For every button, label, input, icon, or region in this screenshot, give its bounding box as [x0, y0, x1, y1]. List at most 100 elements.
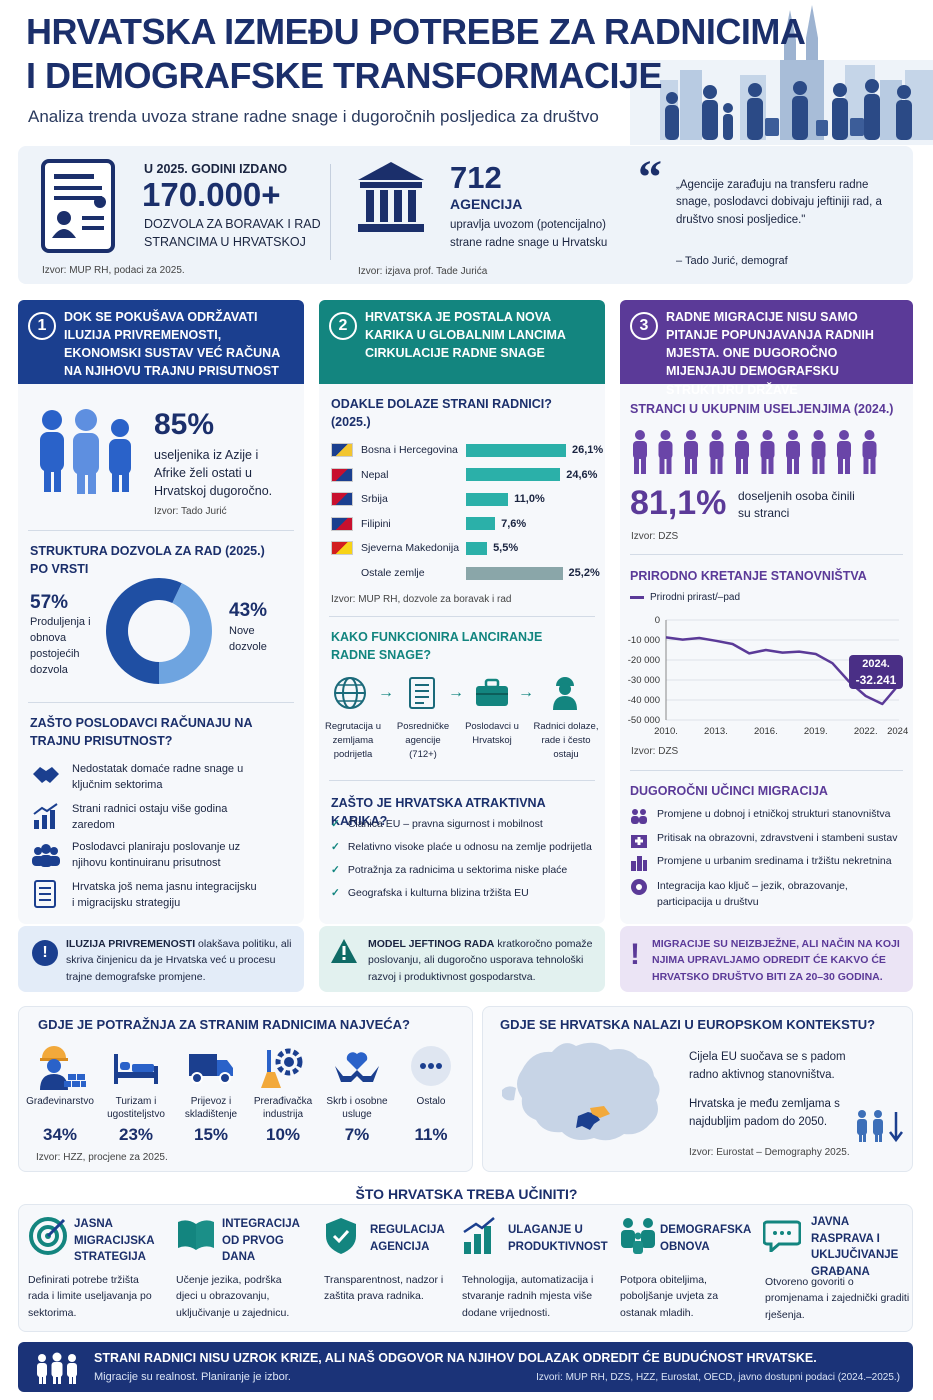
why-item-1: Nedostatak domaće radne snage u ključnim… — [72, 763, 244, 791]
building-icon — [356, 160, 426, 239]
effects-item-2: Pritisak na obrazovni, zdravstveni i sta… — [657, 832, 898, 844]
col1-note-text: ILUZIJA PRIVREMENOSTI olakšava politiku,… — [66, 936, 294, 985]
col1-divider-1 — [28, 530, 294, 531]
stats-bar — [18, 146, 913, 284]
col1-note-bold: ILUZIJA PRIVREMENOSTI — [66, 938, 196, 950]
person-leg — [819, 457, 825, 474]
group-icon — [30, 844, 62, 873]
origin-source: Izvor: MUP RH, dozvole za boravak i rad — [331, 594, 512, 605]
quote-author: – Tado Jurić, demograf — [676, 255, 788, 267]
flag-icon — [331, 566, 353, 580]
action-name: INTEGRACIJA OD PRVOG DANA — [222, 1218, 300, 1264]
demand-label: Ostalo — [416, 1096, 446, 1107]
gear-icon — [261, 1048, 303, 1088]
europe-map — [492, 1040, 668, 1171]
flag-icon — [331, 443, 353, 457]
person-head — [660, 430, 671, 440]
nat-line-chart: 0 -10 000 -20 000 -30 000 -40 000 -50 000 2010… — [624, 610, 911, 745]
action-text: Tehnologija, automatizacija i stvaranje … — [462, 1274, 594, 1319]
person-icon — [837, 430, 851, 474]
person-head — [864, 430, 875, 440]
attract-text: Članica EU – pravna sigurnost i mobilnos… — [347, 818, 543, 830]
info-icon: ! — [32, 940, 58, 966]
speech-bubble-icon — [763, 1220, 801, 1252]
col1-stat-source: Izvor: Tado Jurić — [154, 506, 227, 517]
europe-text1: Cijela EU suočava se s padom radno aktiv… — [689, 1051, 846, 1082]
briefcase-icon — [474, 678, 510, 713]
origin-row: Bosna i Hercegovina 26,1% — [331, 443, 603, 457]
handshake-icon — [32, 764, 60, 791]
y-tick-label: -20 000 — [628, 655, 660, 666]
europe-title: GDJE SE HRVATSKA NALAZI U EUROPSKOM KONT… — [500, 1017, 876, 1032]
action-name: DEMOGRAFSKA OBNOVA — [660, 1224, 751, 1253]
person-icon — [786, 430, 800, 474]
col3-header-text: RADNE MIGRACIJE NISU SAMO PITANJE POPUNJ… — [666, 310, 874, 397]
book-icon — [178, 1220, 214, 1250]
person-leg — [812, 457, 818, 474]
person-leg — [659, 457, 665, 474]
flag-icon — [331, 492, 353, 507]
attract-item-1: ✓ Članica EU – pravna sigurnost i mobilno… — [331, 818, 543, 830]
share-source: Izvor: DZS — [631, 531, 679, 542]
agencies-value: 712 — [450, 160, 502, 195]
col1-panel — [18, 300, 304, 924]
col2-header: 2 HRVATSKA JE POSTALA NOVA KARIKA U GLOB… — [319, 300, 605, 384]
action-name: REGULACIJA AGENCIJA — [370, 1224, 445, 1253]
why-item-3: Poslodavci planiraju poslovanje uz njiho… — [72, 841, 241, 869]
col2-divider-1 — [329, 616, 595, 617]
person-icon — [633, 430, 647, 474]
person-leg — [736, 457, 741, 474]
why-title: ZAŠTO POSLODAVCI RAČUNAJU NA TRAJNU PRIS… — [30, 716, 253, 749]
worker-icon — [550, 674, 580, 715]
col2-note-text: MODEL JEFTINOG RADA kratkoročno pomaže p… — [368, 936, 598, 985]
col2-note-rest: kratkoročno pomaže poslovanju, ali dugor… — [368, 938, 593, 983]
share-title: STRANCI U UKUPNIM USELJENJIMA (2024.) — [630, 402, 894, 416]
demand-tourism: Turizam i ugostiteljstvo 23% — [100, 1044, 172, 1145]
x-tick-label: 2010. — [654, 726, 678, 737]
quote-text: „Agencije zarađuju na transferu radne sn… — [676, 179, 882, 226]
x-tick-label: 2013. — [704, 726, 728, 737]
donut-left-label: Produljenja i obnova postojećih dozvola — [30, 616, 91, 676]
action-name: ULAGANJE U PRODUKTIVNOST — [508, 1224, 608, 1253]
origin-label: Nepal — [361, 468, 389, 481]
declining-population-icon — [854, 1108, 904, 1149]
footer-main: STRANI RADNICI NISU UZROK KRIZE, ALI NAŠ… — [94, 1351, 817, 1365]
actions-title: ŠTO HRVATSKA TREBA UČINITI? — [355, 1186, 578, 1202]
nat-title: PRIRODNO KRETANJE STANOVNIŠTVA — [630, 569, 867, 583]
nat-callout-value: -32.241 — [855, 672, 897, 687]
col1-header: 1 DOK SE POKUŠAVA ODRŽAVATI ILUZIJA PRIV… — [18, 300, 304, 384]
person-leg — [717, 457, 723, 474]
action-name: JASNA MIGRACIJSKA STRATEGIJA — [74, 1218, 155, 1264]
donut-right-value: 43% — [229, 600, 268, 621]
y-tick-label: -10 000 — [628, 635, 660, 646]
person-leg — [641, 457, 646, 474]
agencies-desc1: upravlja uvozom (potencijalno) — [450, 219, 606, 231]
checklist-icon — [34, 880, 56, 913]
person-head — [711, 430, 722, 440]
nat-callout-year: 2024. — [862, 658, 890, 670]
permits-value: 170.000+ — [142, 176, 281, 213]
origin-label: Filipini — [361, 517, 391, 530]
europe-text2: Hrvatska je među zemljama s najdubljim p… — [689, 1098, 840, 1129]
action-regulation: REGULACIJA AGENCIJA Transparentnost, nad… — [314, 1208, 454, 1328]
person-body — [786, 441, 800, 459]
person-icon — [709, 430, 724, 474]
demand-label: Prerađivačka industrija — [253, 1096, 313, 1120]
person-head — [635, 430, 645, 440]
attract-text: Potražnja za radnicima u sektorima niske… — [347, 864, 568, 876]
y-tick-label: 0 — [655, 615, 660, 626]
person-head — [762, 430, 773, 440]
action-integration: INTEGRACIJA OD PRVOG DANA Učenje jezika,… — [166, 1208, 312, 1328]
action-strategy: JASNA MIGRACIJSKA STRATEGIJA Definirati … — [18, 1208, 164, 1328]
page-subtitle: Analiza trenda uvoza strane radne snage … — [28, 107, 599, 126]
col3-divider-2 — [630, 770, 903, 771]
donut-slice — [106, 578, 212, 684]
attract-text: Relativno visoke plaće u odnosu na zemlj… — [347, 841, 592, 853]
person-body — [862, 441, 877, 459]
flag-icon — [331, 516, 353, 531]
person-body — [658, 441, 673, 459]
city-icon — [630, 855, 648, 876]
col2-number: 2 — [329, 312, 357, 340]
person-leg — [787, 457, 792, 474]
demand-industry: Prerađivačka industrija 10% — [247, 1044, 319, 1145]
